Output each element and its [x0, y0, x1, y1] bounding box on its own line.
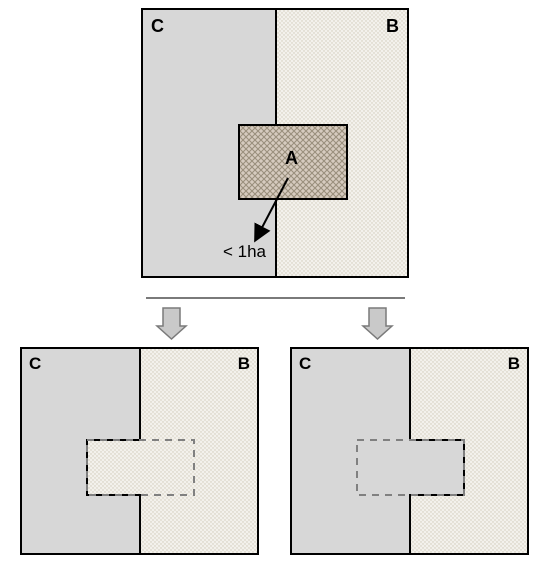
annotation-text: < 1ha — [223, 242, 266, 262]
bottom-right-panel: C B — [290, 347, 529, 555]
label-c: C — [151, 16, 164, 37]
label-c: C — [299, 354, 311, 374]
label-b: B — [386, 16, 399, 37]
top-panel-svg — [141, 8, 409, 278]
flow-arrow-left — [157, 308, 186, 339]
bottom-left-svg — [20, 347, 259, 555]
diagram-root: C B A < 1ha — [0, 0, 549, 563]
bottom-right-svg — [290, 347, 529, 555]
label-b: B — [508, 354, 520, 374]
label-c: C — [29, 354, 41, 374]
label-b: B — [238, 354, 250, 374]
label-a: A — [285, 148, 298, 169]
flow-arrow-right — [363, 308, 392, 339]
bottom-left-panel: C B — [20, 347, 259, 555]
top-panel: C B A < 1ha — [141, 8, 409, 278]
